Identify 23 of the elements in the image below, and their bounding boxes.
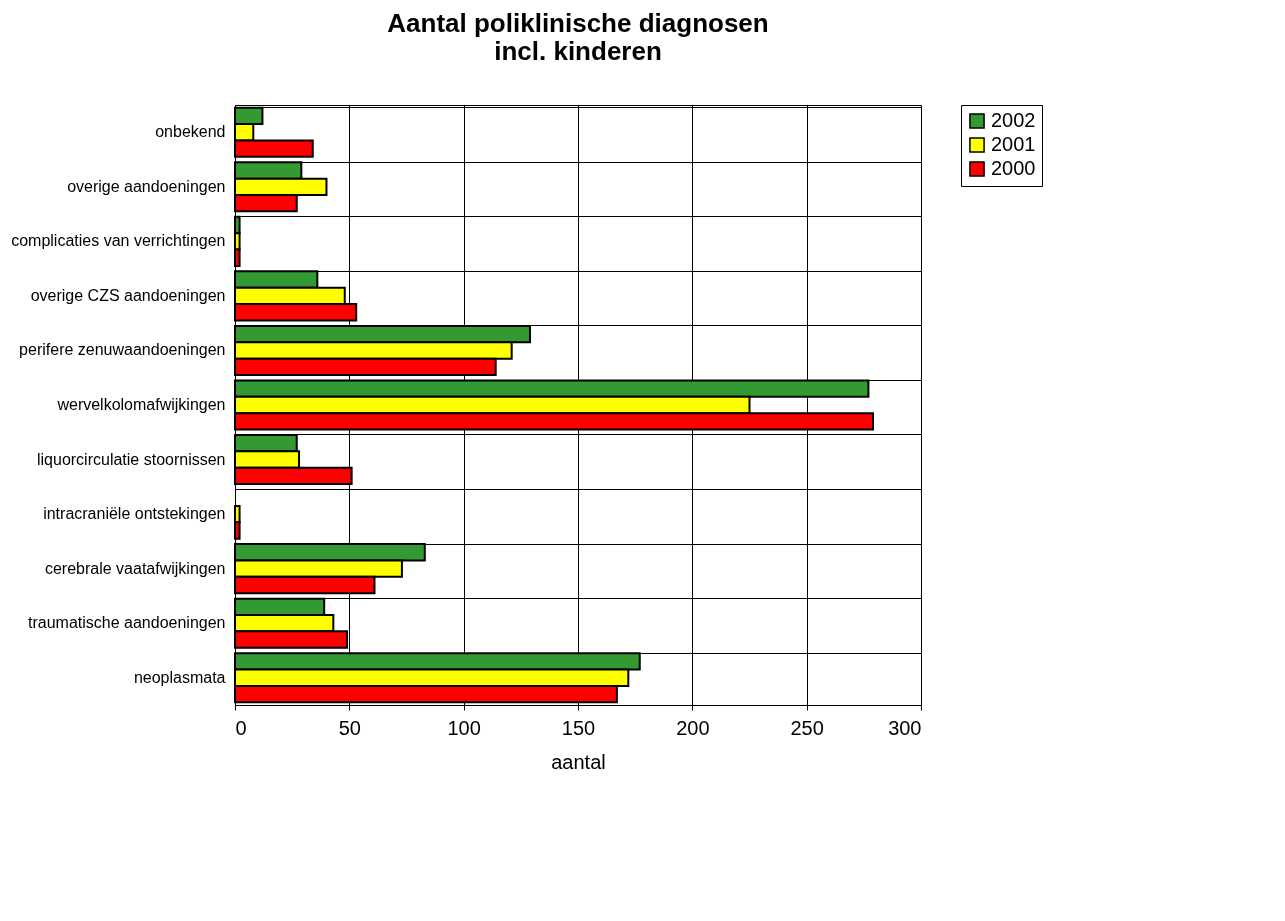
x-tick-label: 200 <box>676 716 710 739</box>
legend-label: 2002 <box>991 109 1036 131</box>
x-axis-title: aantal <box>551 750 606 773</box>
x-tick-label: 150 <box>561 716 596 739</box>
x-tick-label: 0 <box>235 716 247 739</box>
y-tick-label: liquorcirculatie stoornissen <box>36 450 226 468</box>
y-tick-label: overige CZS aandoeningen <box>30 286 226 304</box>
x-tick-label: 300 <box>888 716 922 739</box>
y-tick-label: perifere zenuwaandoeningen <box>19 341 226 359</box>
chart-title: Aantal poliklinische diagnosen incl. kinderen <box>387 7 769 66</box>
y-tick-label: wervelkolomafwijkingen <box>56 396 226 413</box>
y-tick-label: intracraniële ontstekingen <box>43 505 226 523</box>
legend-label: 2001 <box>991 133 1036 155</box>
x-tick-label: 250 <box>790 716 824 739</box>
legend-label: 2000 <box>991 157 1036 179</box>
x-tick-label: 50 <box>338 716 361 739</box>
y-tick-label: complicaties van verrichtingen <box>11 232 226 250</box>
y-tick-label: cerebrale vaatafwijkingen <box>44 559 226 577</box>
y-tick-label: overige aandoeningen <box>67 177 226 195</box>
y-tick-label: neoplasmata <box>133 668 226 686</box>
y-tick-label: traumatische aandoeningen <box>28 614 226 632</box>
y-tick-label: onbekend <box>155 123 226 141</box>
x-tick-label: 100 <box>447 716 481 739</box>
